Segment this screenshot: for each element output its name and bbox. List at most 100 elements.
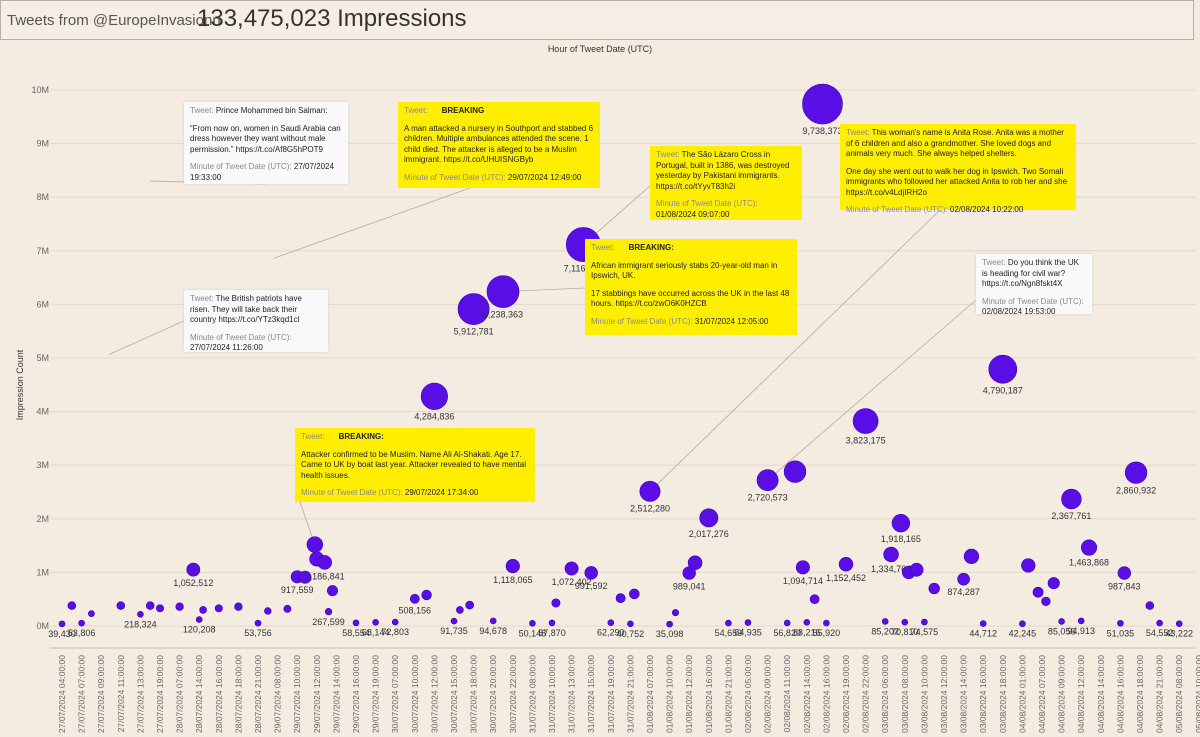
y-tick-label: 9M [36, 139, 49, 149]
x-tick-label: 28/07/2024 21:00:00 [253, 655, 263, 733]
x-tick-label: 03/08/2024 06:00:00 [880, 655, 890, 733]
y-tick-label: 7M [36, 246, 49, 256]
x-tick-label: 05/08/2024 10:00:00 [1194, 655, 1200, 733]
x-tick-label: 30/07/2024 18:00:00 [469, 655, 479, 733]
y-tick-label: 3M [36, 460, 49, 470]
data-point [1080, 539, 1098, 556]
data-label: 5,912,781 [454, 327, 494, 337]
data-label: 3,823,175 [846, 436, 886, 446]
data-point [988, 354, 1018, 384]
data-point [457, 293, 490, 325]
data-point [391, 618, 399, 626]
data-label: 9,738,373 [802, 126, 842, 136]
tooltip-patriots: Tweet: The British patriots have risen. … [184, 290, 328, 352]
x-tick-label: 27/07/2024 07:00:00 [77, 655, 87, 733]
data-point [802, 83, 843, 125]
x-tick-label: 03/08/2024 14:00:00 [959, 655, 969, 733]
data-label: 68,216 [793, 627, 821, 637]
x-tick-label: 31/07/2024 21:00:00 [625, 655, 635, 733]
x-tick-label: 01/08/2024 12:00:00 [684, 655, 694, 733]
x-tick-label: 29/07/2024 08:00:00 [273, 655, 283, 733]
data-point [1124, 461, 1148, 484]
x-tick-label: 29/07/2024 16:00:00 [351, 655, 361, 733]
data-point [584, 566, 598, 580]
x-tick-label: 29/07/2024 10:00:00 [292, 655, 302, 733]
x-tick-label: 03/08/2024 16:00:00 [978, 655, 988, 733]
data-label: 2,720,573 [748, 493, 788, 503]
data-point [352, 619, 360, 627]
data-label: 218,324 [124, 619, 157, 629]
data-label: 1,094,714 [783, 576, 823, 586]
tooltip-mbs: Tweet: Prince Mohammed bin Salman: “From… [184, 102, 348, 184]
data-label: 1,918,165 [881, 534, 921, 544]
data-point [186, 562, 201, 577]
x-axis-title: Hour of Tweet Date (UTC) [547, 44, 653, 54]
data-point [639, 480, 661, 502]
x-tick-label: 02/08/2024 16:00:00 [821, 655, 831, 733]
x-tick-label: 02/08/2024 09:00:00 [763, 655, 773, 733]
x-tick-label: 04/08/2024 18:00:00 [1135, 655, 1145, 733]
header-account: Tweets from @EuropeInvasionn [7, 12, 221, 29]
data-point [901, 618, 909, 626]
data-point [199, 606, 207, 614]
data-point [963, 548, 980, 564]
tooltip-southport: Tweet: BREAKING A man attacked a nursery … [398, 102, 600, 188]
x-tick-label: 28/07/2024 18:00:00 [233, 655, 243, 733]
data-point [1061, 488, 1082, 510]
y-tick-label: 0M [36, 621, 49, 631]
data-point [116, 601, 126, 610]
x-tick-label: 27/07/2024 04:00:00 [57, 655, 67, 733]
data-label: 94,678 [479, 626, 507, 636]
tooltip-attacker: Tweet: BREAKING: Attacker confirmed to be… [295, 428, 535, 502]
tooltip-leader-line [108, 319, 187, 355]
data-point [1145, 601, 1155, 610]
data-point [420, 382, 448, 410]
x-tick-label: 04/08/2024 01:00:00 [1017, 655, 1027, 733]
y-tick-label: 2M [36, 514, 49, 524]
data-point [928, 582, 940, 595]
x-tick-label: 02/08/2024 05:00:00 [743, 655, 753, 733]
data-label: 7,116,347 [564, 264, 603, 274]
data-point [809, 594, 820, 605]
data-point [979, 620, 987, 627]
x-tick-label: 03/08/2024 18:00:00 [998, 655, 1008, 733]
data-point [145, 601, 155, 610]
data-label: 2,860,932 [1116, 485, 1156, 495]
x-tick-label: 28/07/2024 14:00:00 [194, 655, 204, 733]
data-point [795, 560, 810, 575]
data-point [1117, 619, 1124, 627]
data-point [421, 589, 432, 601]
data-point [1156, 619, 1163, 627]
data-label: 39,430 [48, 629, 76, 639]
data-label: 120,208 [183, 625, 216, 635]
x-tick-label: 28/07/2024 07:00:00 [175, 655, 185, 733]
x-tick-label: 30/07/2024 10:00:00 [410, 655, 420, 733]
x-tick-label: 27/07/2024 09:00:00 [96, 655, 106, 733]
data-point [838, 557, 854, 572]
data-point [957, 572, 970, 586]
data-point [756, 469, 779, 492]
data-point [881, 618, 889, 625]
x-tick-label: 28/07/2024 16:00:00 [214, 655, 224, 733]
data-label: 70,810 [891, 627, 919, 637]
data-label: 1,463,868 [1069, 557, 1109, 567]
header-impressions-total: 133,475,023 Impressions [197, 5, 467, 32]
data-point [175, 602, 184, 611]
x-tick-label: 04/08/2024 16:00:00 [1115, 655, 1125, 733]
data-label: 35,098 [656, 629, 684, 639]
data-label: 94,913 [1067, 626, 1095, 636]
data-point [823, 619, 830, 627]
data-point [744, 619, 752, 626]
data-label: 62,290 [597, 628, 625, 638]
data-point [489, 617, 497, 625]
data-point [921, 618, 928, 626]
tooltip-leader-line [767, 299, 977, 481]
data-label: 53,806 [68, 628, 96, 638]
x-tick-label: 31/07/2024 15:00:00 [586, 655, 596, 733]
data-point [234, 602, 243, 611]
data-label: 991,592 [575, 581, 608, 591]
data-label: 51,035 [1107, 628, 1135, 638]
data-point [615, 593, 626, 604]
data-point [195, 616, 203, 623]
